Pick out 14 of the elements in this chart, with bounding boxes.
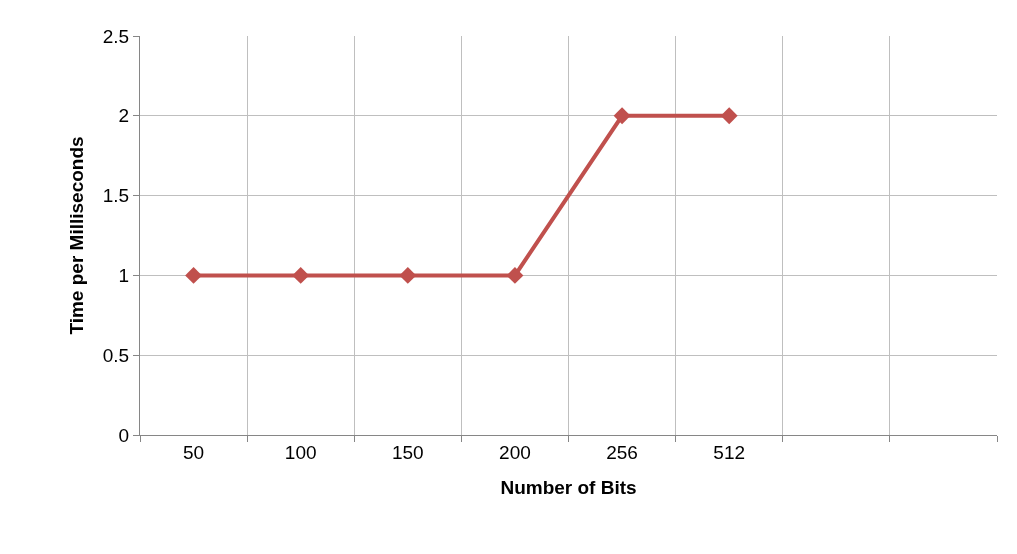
y-tick-label: 1.5 [102, 185, 130, 207]
x-tick-label: 200 [499, 441, 531, 463]
x-tick-label: 512 [713, 441, 746, 463]
y-tick-label: 0.5 [102, 344, 130, 366]
y-tick-label: 1 [118, 265, 130, 287]
x-tick-label: 50 [182, 441, 205, 463]
y-tick-label: 2.5 [102, 25, 130, 47]
y-axis-title: Time per Milliseconds [65, 136, 87, 335]
x-tick-label: 100 [284, 441, 317, 463]
x-tick-label: 150 [391, 441, 424, 463]
x-tick-label: 256 [606, 441, 638, 463]
y-tick-label: 2 [118, 105, 130, 127]
x-axis-title: Number of Bits [500, 476, 637, 498]
y-tick-label: 0 [118, 424, 130, 446]
